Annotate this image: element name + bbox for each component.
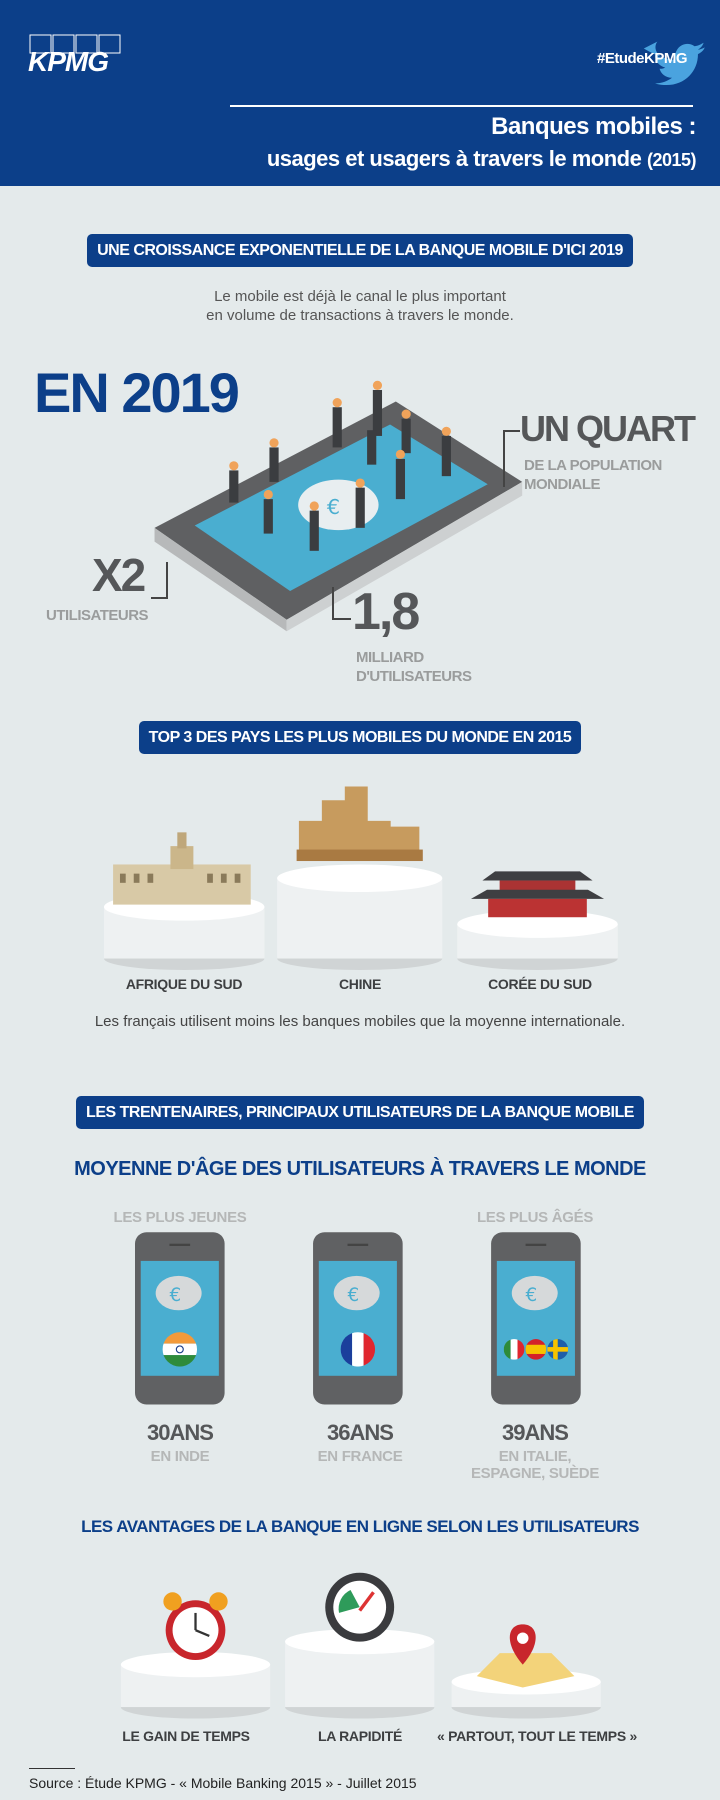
quarter-sub: DE LA POPULATION MONDIALE bbox=[524, 457, 662, 493]
section-banner-age: LES TRENTENAIRES, PRINCIPAUX UTILISATEUR… bbox=[0, 1096, 720, 1129]
advantage-label: « PARTOUT, TOUT LE TEMPS » bbox=[437, 1728, 637, 1744]
country-label: CORÉE DU SUD bbox=[488, 976, 592, 992]
age-value: 39ANS bbox=[502, 1420, 569, 1445]
age-place: EN ITALIE, ESPAGNE, SUÈDE bbox=[470, 1448, 600, 1482]
quarter-stat: UN QUART bbox=[520, 408, 696, 449]
age-place: EN FRANCE bbox=[317, 1448, 403, 1465]
kpmg-logo: KPMG bbox=[28, 46, 109, 77]
x2-sub: UTILISATEURS bbox=[46, 607, 149, 624]
youngest-label: LES PLUS JEUNES bbox=[113, 1209, 247, 1226]
hashtag[interactable]: #EtudeKPMG bbox=[597, 50, 688, 67]
advantages-illustration bbox=[120, 1572, 601, 1719]
age-value: 30ANS bbox=[147, 1420, 214, 1445]
advantage-label: LA RAPIDITÉ bbox=[317, 1728, 403, 1744]
india-flag-icon bbox=[162, 1332, 198, 1367]
connector-line bbox=[332, 587, 351, 620]
advantage-label: LE GAIN DE TEMPS bbox=[122, 1728, 250, 1744]
phone-crowd-illustration: € bbox=[154, 380, 523, 632]
speedometer-icon bbox=[325, 1572, 395, 1642]
year-2019: EN 2019 bbox=[34, 361, 240, 424]
section-banner-top3: TOP 3 DES PAYS LES PLUS MOBILES DU MONDE… bbox=[0, 721, 720, 754]
connector-line bbox=[151, 562, 168, 599]
sweden-flag-icon bbox=[547, 1339, 569, 1360]
twitter-bird-icon bbox=[643, 41, 705, 86]
x2-stat: X2 bbox=[92, 549, 146, 601]
country-label: AFRIQUE DU SUD bbox=[125, 976, 243, 992]
advantages-title: LES AVANTAGES DE LA BANQUE EN LIGNE SELO… bbox=[81, 1517, 639, 1536]
intro-text: Le mobile est déjà le canal le plus impo… bbox=[206, 288, 514, 324]
source-text: Source : Étude KPMG - « Mobile Banking 2… bbox=[29, 1775, 417, 1791]
age-subtitle: MOYENNE D'ÂGE DES UTILISATEURS À TRAVERS… bbox=[74, 1158, 646, 1180]
connector-line bbox=[503, 430, 520, 487]
age-phones-illustration: € bbox=[135, 1232, 581, 1405]
france-flag-icon bbox=[340, 1332, 376, 1367]
map-pin-icon bbox=[476, 1624, 575, 1688]
billion-stat: 1,8 bbox=[352, 583, 420, 641]
svg-text:€: € bbox=[327, 495, 340, 519]
divider bbox=[230, 105, 693, 107]
billion-sub: MILLIARD D'UTILISATEURS bbox=[356, 649, 472, 685]
age-place: EN INDE bbox=[150, 1448, 210, 1465]
podium-illustration bbox=[103, 786, 618, 970]
age-value: 36ANS bbox=[327, 1420, 394, 1445]
country-label: CHINE bbox=[338, 976, 382, 992]
header: KPMG #EtudeKPMG Banques mobiles : usages… bbox=[0, 0, 720, 186]
italy-flag-icon bbox=[503, 1339, 525, 1360]
france-note: Les français utilisent moins les banques… bbox=[94, 1013, 626, 1030]
page-title-line2: usages et usagers à travers le monde (20… bbox=[266, 146, 697, 171]
page-title-line1: Banques mobiles : bbox=[491, 113, 696, 140]
oldest-label: LES PLUS ÂGÉS bbox=[476, 1209, 594, 1226]
alarm-clock-icon bbox=[163, 1592, 228, 1660]
spain-flag-icon bbox=[525, 1339, 547, 1360]
section-banner-growth: UNE CROISSANCE EXPONENTIELLE DE LA BANQU… bbox=[0, 234, 720, 267]
svg-text:€: € bbox=[169, 1285, 181, 1306]
footer-divider bbox=[29, 1768, 75, 1769]
kpmg-logo-boxes bbox=[29, 34, 121, 54]
